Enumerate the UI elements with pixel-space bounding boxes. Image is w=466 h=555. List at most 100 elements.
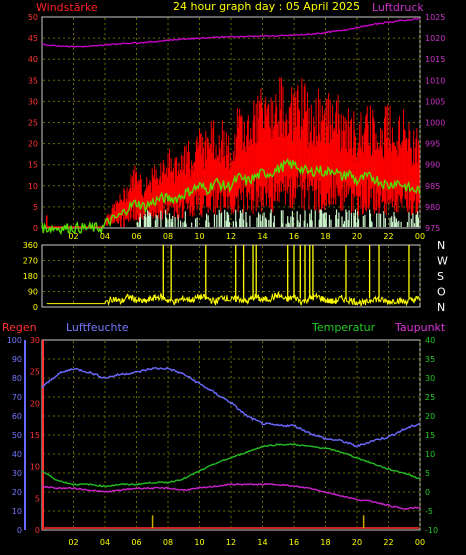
x-tick-label: 14	[257, 538, 267, 547]
pressure-tick-label: 975	[425, 224, 440, 233]
x-tick-label: 22	[383, 538, 393, 547]
temperature-tick-label: 30	[425, 374, 435, 383]
wind-tick-label: 5	[33, 203, 38, 212]
x-tick-label: 16	[289, 538, 299, 547]
humidity-tick-label: 60	[12, 412, 22, 421]
tick-labels: 0202040406060808101012121414161618182020…	[7, 13, 448, 547]
pressure-tick-label: 995	[425, 140, 440, 149]
pressure-tick-label: 1005	[425, 97, 445, 106]
x-tick-label: 18	[320, 232, 330, 241]
x-tick-label: 10	[194, 538, 204, 547]
x-tick-label: 08	[163, 538, 173, 547]
wind-axis-title: Windstärke	[36, 1, 98, 14]
wind-tick-label: 20	[28, 140, 38, 149]
rain-tick-label: 20	[30, 399, 40, 408]
temperature-tick-label: 40	[425, 336, 435, 345]
temperature-tick-label: 25	[425, 393, 435, 402]
wind-avg-line	[41, 157, 421, 236]
chart-marks	[24, 17, 421, 530]
x-tick-label: 20	[352, 538, 362, 547]
pressure-tick-label: 1025	[425, 13, 445, 22]
humidity-tick-label: 80	[12, 374, 22, 383]
x-tick-label: 06	[131, 538, 141, 547]
wind-tick-label: 35	[28, 76, 38, 85]
x-tick-label: 04	[100, 232, 110, 241]
humidity-tick-label: 50	[12, 431, 22, 440]
x-tick-label: 00	[415, 232, 425, 241]
x-tick-label: 08	[163, 232, 173, 241]
rain-tick-label: 5	[35, 494, 40, 503]
pressure-axis-title: Luftdruck	[372, 1, 424, 14]
x-tick-label: 06	[131, 232, 141, 241]
wind-tick-label: 45	[28, 34, 38, 43]
humidity-tick-label: 10	[12, 507, 22, 516]
direction-tick-label: 270	[23, 257, 38, 266]
direction-compass-label: N	[437, 301, 445, 314]
wind-tick-label: 25	[28, 119, 38, 128]
humidity-tick-label: 70	[12, 393, 22, 402]
temperature-axis-title: Temperatur	[311, 321, 376, 334]
direction-tick-label: 180	[23, 272, 38, 281]
humidity-tick-label: 30	[12, 469, 22, 478]
pressure-tick-label: 990	[425, 161, 440, 170]
rain-tick-label: 30	[30, 336, 40, 345]
humidity-line	[41, 366, 421, 448]
x-tick-label: 00	[415, 538, 425, 547]
temperature-tick-label: 15	[425, 431, 435, 440]
temperature-tick-label: 20	[425, 412, 435, 421]
wind-tick-label: 40	[28, 55, 38, 64]
temperature-tick-label: -10	[425, 526, 438, 535]
rain-tick-label: 10	[30, 463, 40, 472]
x-tick-label: 10	[194, 232, 204, 241]
dewpoint-line	[41, 482, 421, 511]
pressure-tick-label: 1010	[425, 76, 445, 85]
rain-tick-label: 0	[35, 526, 40, 535]
x-tick-label: 04	[100, 538, 110, 547]
temperature-tick-label: 10	[425, 450, 435, 459]
temperature-tick-label: -5	[425, 507, 433, 516]
pressure-tick-label: 1015	[425, 55, 445, 64]
x-tick-label: 02	[68, 232, 78, 241]
wind-tick-label: 0	[33, 224, 38, 233]
x-tick-label: 12	[226, 232, 236, 241]
rain-axis-title: Regen	[2, 321, 37, 334]
temperature-line	[41, 443, 420, 488]
wind-tick-label: 50	[28, 13, 38, 22]
humidity-tick-label: 40	[12, 450, 22, 459]
rain-tick-label: 25	[30, 368, 40, 377]
temperature-tick-label: 0	[425, 488, 430, 497]
rain-tick-label: 15	[30, 431, 40, 440]
direction-tick-label: 360	[23, 241, 38, 250]
dewpoint-axis-title: Taupunkt	[394, 321, 446, 334]
temperature-tick-label: 35	[425, 355, 435, 364]
chart-title: 24 hour graph day : 05 April 2025	[173, 0, 360, 13]
x-tick-label: 16	[289, 232, 299, 241]
x-tick-label: 02	[68, 538, 78, 547]
x-tick-label: 22	[383, 232, 393, 241]
pressure-tick-label: 1020	[425, 34, 445, 43]
direction-compass-label: W	[437, 255, 448, 268]
x-tick-label: 20	[352, 232, 362, 241]
pressure-tick-label: 1000	[425, 119, 445, 128]
humidity-tick-label: 20	[12, 488, 22, 497]
grid-lines	[43, 18, 421, 529]
direction-tick-label: 90	[28, 288, 38, 297]
x-tick-label: 12	[226, 538, 236, 547]
wind-tick-label: 15	[28, 161, 38, 170]
direction-tick-label: 0	[33, 303, 38, 312]
humidity-tick-label: 0	[17, 526, 22, 535]
direction-compass-label: N	[437, 239, 445, 252]
humidity-tick-label: 100	[7, 336, 22, 345]
wind-tick-label: 30	[28, 97, 38, 106]
wind-tick-label: 10	[28, 182, 38, 191]
humidity-axis-title: Luftfeuchte	[66, 321, 129, 334]
direction-line	[46, 291, 421, 307]
x-tick-label: 18	[320, 538, 330, 547]
humidity-tick-label: 90	[12, 355, 22, 364]
pressure-tick-label: 980	[425, 203, 440, 212]
direction-compass-label: S	[437, 270, 444, 283]
direction-compass-label: O	[437, 286, 446, 299]
temperature-tick-label: 5	[425, 469, 430, 478]
x-tick-label: 14	[257, 232, 267, 241]
